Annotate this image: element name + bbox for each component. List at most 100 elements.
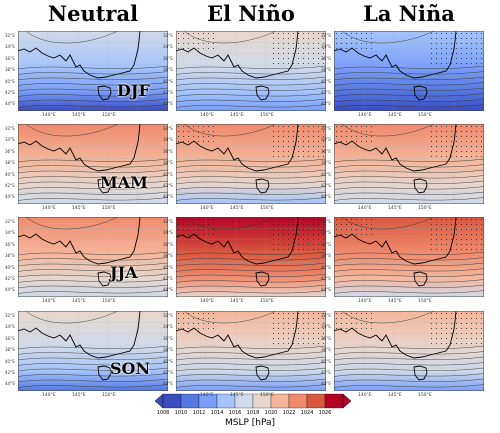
lat-tick: 38°S [321,160,331,166]
colorbar-label: MSLP [hPa] [224,418,276,428]
map-panel-mam-0 [18,124,168,204]
lon-tick: 150°E [102,113,116,118]
map-panel-jja-0 [18,217,168,297]
lat-tick: 34°S [5,324,15,330]
colorbar-swatch [288,393,308,409]
lat-tick: 42°S [5,90,15,95]
colorbar-tick-label: 1008 [156,410,170,416]
lat-tick: 38°S [163,253,173,259]
lon-tick: 150°E [260,206,274,211]
map-panel-mam-1 [176,124,326,204]
lat-tick: 44°S [5,287,15,293]
lon-tick: 140°E [358,299,372,304]
lon-tick: 140°E [358,206,372,211]
lat-tick: 34°S [5,230,15,236]
lat-tick: 34°S [321,137,331,143]
map-panel-jja-2 [334,217,484,297]
lon-tick: 150°E [418,113,432,118]
lat-tick: 36°S [163,335,173,341]
map-panel-djf-2 [334,31,484,111]
lon-tick: 150°E [418,206,432,211]
lat-tick: 34°S [163,324,173,330]
lat-tick: 34°S [321,44,331,50]
lat-tick: 40°S [5,78,15,84]
lon-tick: 140°E [200,113,214,118]
colorbar-tick-label: 1014 [210,410,224,416]
colorbar-swatch [162,393,182,409]
map-panel-son-0 [18,311,168,391]
lat-tick: 38°S [5,253,15,259]
lon-tick: 145°E [230,393,244,398]
lat-tick: 44°S [321,287,331,293]
lon-tick: 145°E [230,206,244,211]
lon-tick: 145°E [230,299,244,304]
colorbar-tick-label: 1024 [300,410,314,416]
lon-tick: 140°E [42,206,56,211]
lon-tick: 140°E [200,206,214,211]
lat-tick: 34°S [163,230,173,236]
lat-tick: 42°S [163,183,173,188]
lat-tick: 40°S [321,171,331,177]
lat-tick: 38°S [5,347,15,353]
column-title-la-nina: La Niña [363,1,455,26]
column-title-el-nino: El Niño [207,1,295,26]
lat-tick: 34°S [321,324,331,330]
lat-tick: 32°S [163,33,173,38]
map-panel-mam-2 [334,124,484,204]
lat-tick: 36°S [5,335,15,341]
colorbar-tick-label: 1010 [174,410,188,416]
lat-tick: 32°S [321,313,331,318]
map-panel-djf-0 [18,31,168,111]
lat-tick: 36°S [163,148,173,154]
lat-tick: 36°S [321,335,331,341]
lon-tick: 145°E [388,393,402,398]
lon-tick: 140°E [358,393,372,398]
lon-tick: 140°E [42,113,56,118]
lat-tick: 32°S [321,126,331,131]
lat-tick: 32°S [163,313,173,318]
lon-tick: 145°E [388,206,402,211]
lon-tick: 150°E [102,393,116,398]
lat-tick: 34°S [163,44,173,50]
lat-tick: 40°S [5,171,15,177]
lon-tick: 145°E [388,113,402,118]
lat-tick: 42°S [163,276,173,281]
lat-tick: 42°S [321,90,331,95]
colorbar-tick-label: 1020 [264,410,278,416]
lat-tick: 32°S [321,33,331,38]
lat-tick: 40°S [163,78,173,84]
lat-tick: 38°S [321,67,331,73]
lat-tick: 32°S [163,219,173,224]
lat-tick: 42°S [321,370,331,375]
map-panel-djf-1 [176,31,326,111]
lat-tick: 32°S [5,33,15,38]
lat-tick: 38°S [5,67,15,73]
lat-tick: 38°S [321,347,331,353]
lat-tick: 36°S [163,55,173,61]
map-panel-son-2 [334,311,484,391]
lon-tick: 140°E [200,393,214,398]
lon-tick: 145°E [72,206,86,211]
lat-tick: 44°S [321,101,331,107]
lat-tick: 36°S [5,241,15,247]
colorbar-tick-label: 1026 [318,410,332,416]
lat-tick: 32°S [321,219,331,224]
season-label-son: SON [110,359,151,378]
lat-tick: 38°S [163,160,173,166]
lon-tick: 145°E [72,393,86,398]
lon-tick: 150°E [418,393,432,398]
lat-tick: 34°S [5,44,15,50]
lat-tick: 34°S [5,137,15,143]
lon-tick: 150°E [260,113,274,118]
lat-tick: 36°S [321,55,331,61]
lat-tick: 42°S [5,370,15,375]
lat-tick: 38°S [163,347,173,353]
lon-tick: 145°E [388,299,402,304]
lat-tick: 36°S [321,241,331,247]
season-label-djf: DJF [117,81,150,100]
lat-tick: 42°S [5,276,15,281]
colorbar-tick-label: 1016 [228,410,242,416]
lat-tick: 44°S [321,194,331,200]
season-label-jja: JJA [110,263,138,282]
lat-tick: 44°S [321,381,331,387]
